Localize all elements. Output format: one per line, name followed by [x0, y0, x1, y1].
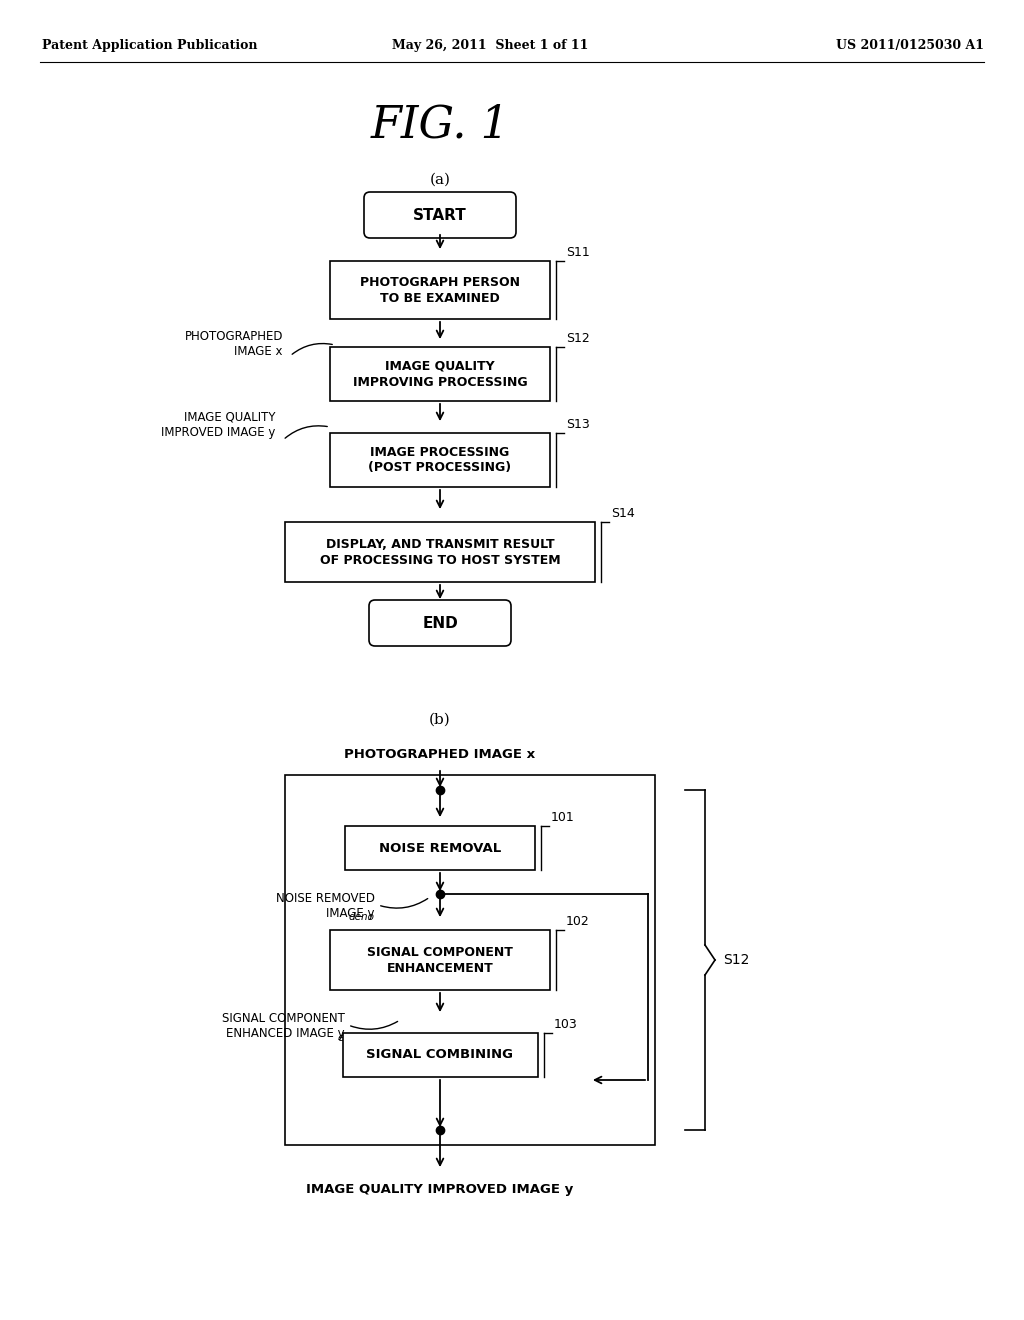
Text: SIGNAL COMPONENT
ENHANCEMENT: SIGNAL COMPONENT ENHANCEMENT — [367, 945, 513, 974]
Bar — [330, 261, 550, 319]
Bar — [330, 433, 550, 487]
Bar — [342, 1034, 538, 1077]
Text: PHOTOGRAPHED
IMAGE x: PHOTOGRAPHED IMAGE x — [184, 330, 283, 358]
Text: END: END — [422, 615, 458, 631]
Text: IMAGE QUALITY
IMPROVED IMAGE y: IMAGE QUALITY IMPROVED IMAGE y — [161, 411, 275, 440]
Bar — [285, 521, 595, 582]
Text: S14: S14 — [611, 507, 635, 520]
Text: Patent Application Publication: Patent Application Publication — [42, 38, 257, 51]
Text: S11: S11 — [566, 246, 590, 259]
Text: S12: S12 — [566, 333, 590, 345]
Text: e: e — [337, 1034, 344, 1043]
FancyBboxPatch shape — [364, 191, 516, 238]
Text: IMAGE QUALITY IMPROVED IMAGE y: IMAGE QUALITY IMPROVED IMAGE y — [306, 1184, 573, 1196]
Text: May 26, 2011  Sheet 1 of 11: May 26, 2011 Sheet 1 of 11 — [392, 38, 588, 51]
Text: START: START — [413, 207, 467, 223]
Text: NOISE REMOVED
IMAGE y: NOISE REMOVED IMAGE y — [276, 892, 375, 920]
Text: 101: 101 — [551, 810, 574, 824]
Text: (b): (b) — [429, 713, 451, 727]
Text: S12: S12 — [723, 953, 750, 968]
Text: SIGNAL COMPONENT
ENHANCED IMAGE y: SIGNAL COMPONENT ENHANCED IMAGE y — [222, 1012, 345, 1040]
Bar — [345, 826, 535, 870]
Bar — [330, 347, 550, 401]
Text: IMAGE QUALITY
IMPROVING PROCESSING: IMAGE QUALITY IMPROVING PROCESSING — [352, 359, 527, 388]
Text: DISPLAY, AND TRANSMIT RESULT
OF PROCESSING TO HOST SYSTEM: DISPLAY, AND TRANSMIT RESULT OF PROCESSI… — [319, 537, 560, 566]
Text: PHOTOGRAPHED IMAGE x: PHOTOGRAPHED IMAGE x — [344, 748, 536, 762]
Text: S13: S13 — [566, 418, 590, 432]
Text: (a): (a) — [429, 173, 451, 187]
Bar — [330, 931, 550, 990]
Bar — [285, 775, 655, 1144]
Text: FIG. 1: FIG. 1 — [371, 103, 510, 147]
FancyBboxPatch shape — [369, 601, 511, 645]
Text: 102: 102 — [566, 915, 590, 928]
Text: US 2011/0125030 A1: US 2011/0125030 A1 — [836, 38, 984, 51]
Text: IMAGE PROCESSING
(POST PROCESSING): IMAGE PROCESSING (POST PROCESSING) — [369, 446, 512, 474]
Text: PHOTOGRAPH PERSON
TO BE EXAMINED: PHOTOGRAPH PERSON TO BE EXAMINED — [360, 276, 520, 305]
Text: 103: 103 — [554, 1018, 578, 1031]
Text: SIGNAL COMBINING: SIGNAL COMBINING — [367, 1048, 513, 1061]
Text: NOISE REMOVAL: NOISE REMOVAL — [379, 842, 501, 854]
Text: deno: deno — [349, 912, 375, 921]
